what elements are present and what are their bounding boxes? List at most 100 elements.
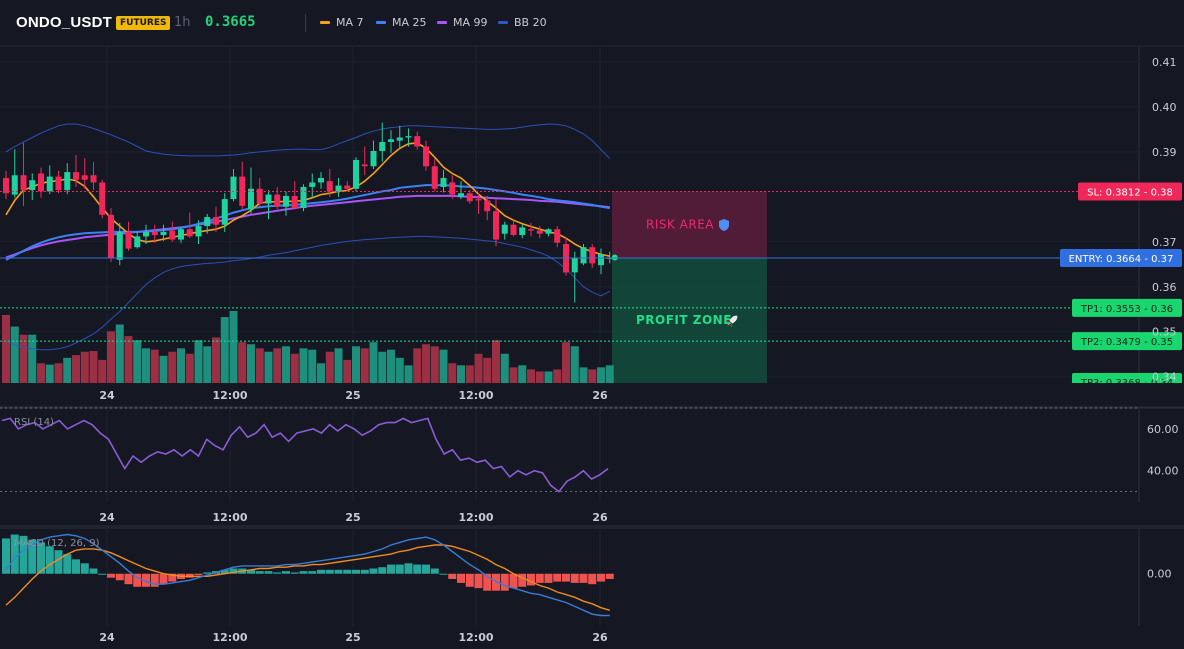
- macd-histogram-bar: [229, 568, 238, 574]
- entry-level-tag: ENTRY: 0.3664 - 0.37: [1060, 248, 1182, 267]
- candle: [116, 231, 123, 260]
- candle: [554, 229, 561, 243]
- macd-histogram-bar: [45, 546, 54, 574]
- legend-ma99[interactable]: MA 99: [437, 16, 488, 29]
- volume-bar: [212, 337, 220, 383]
- macd-histogram-bar: [439, 573, 448, 575]
- volume-bar: [150, 349, 159, 383]
- timeframe-selector[interactable]: 1h: [174, 15, 191, 30]
- rsi-title: RSI (14): [14, 417, 54, 428]
- sl-tag-label: SL: 0.3812 - 0.38: [1087, 187, 1173, 198]
- candle: [510, 224, 517, 236]
- macd-title: MACD (12, 26, 9): [14, 538, 100, 549]
- candle: [20, 175, 27, 191]
- legend-ma99-label: MA 99: [453, 16, 488, 29]
- last-price: 0.3665: [205, 14, 256, 30]
- price-tick-label: 0.39: [1152, 146, 1177, 159]
- candle: [195, 226, 202, 237]
- tp2-level-tag: TP2: 0.3479 - 0.35: [1072, 332, 1182, 351]
- volume-bar: [334, 348, 343, 383]
- macd-histogram-bar: [352, 569, 360, 574]
- macd-histogram-bar: [220, 569, 229, 574]
- volume-bar: [142, 348, 150, 383]
- volume-bar: [299, 348, 308, 383]
- volume-bar: [492, 340, 500, 383]
- volume-bar: [203, 346, 212, 383]
- symbol-title[interactable]: ONDO_USDT: [16, 14, 112, 31]
- macd-histogram-bar: [194, 573, 203, 576]
- price-tick-label: 0.36: [1152, 281, 1177, 294]
- volume-bar: [317, 363, 325, 383]
- volume-bar: [439, 349, 448, 383]
- macd-histogram-bar: [54, 550, 63, 574]
- legend-ma25[interactable]: MA 25: [376, 16, 427, 29]
- candle: [55, 176, 62, 191]
- candle: [265, 194, 272, 204]
- volume-bar: [360, 348, 369, 383]
- profit-zone-label: PROFIT ZONE: [636, 313, 732, 327]
- volume-bar: [352, 346, 360, 383]
- macd-histogram-bar: [255, 571, 264, 574]
- macd-histogram-bar: [387, 564, 395, 574]
- futures-badge: FUTURES: [116, 16, 171, 30]
- candle: [230, 176, 237, 200]
- volume-bar: [457, 365, 465, 383]
- macd-histogram-bar: [80, 563, 89, 574]
- macd-histogram-bar: [588, 573, 597, 585]
- candle: [379, 141, 386, 151]
- macd-histogram-bar: [317, 569, 325, 574]
- time-tick-label: 12:00: [458, 511, 493, 524]
- macd-histogram-bar: [605, 573, 614, 579]
- time-tick-label: 25: [345, 511, 360, 524]
- macd-histogram-bar: [308, 571, 317, 574]
- volume-bar: [290, 353, 299, 383]
- legend-ma7[interactable]: MA 7: [320, 16, 364, 29]
- bollinger-bands: [5, 123, 611, 351]
- volume-bar: [72, 355, 80, 383]
- volume-bar: [45, 364, 54, 383]
- time-tick-label: 26: [592, 511, 608, 524]
- volume-bar: [483, 357, 492, 383]
- candle: [108, 214, 114, 258]
- moving-averages: [5, 142, 610, 261]
- candle: [11, 175, 18, 195]
- tp2-tag-bg: [1072, 332, 1182, 351]
- candle: [213, 217, 219, 225]
- price-tick-label: 0.41: [1152, 56, 1177, 69]
- candle: [344, 185, 351, 189]
- volume-bar: [378, 351, 387, 383]
- volume-bar: [264, 351, 273, 383]
- candle: [580, 247, 587, 264]
- volume-bar: [37, 363, 45, 383]
- candle: [475, 199, 482, 201]
- price-tick-label: 0.34: [1152, 371, 1177, 384]
- volume-bar: [124, 336, 133, 383]
- ma7-line: [5, 142, 610, 257]
- volume-bar: [80, 351, 89, 383]
- candle: [256, 188, 263, 204]
- candle: [484, 200, 491, 212]
- entry-tag-bg: [1060, 248, 1182, 267]
- volume-bar: [273, 348, 282, 383]
- macd-histogram-bar: [142, 573, 150, 587]
- candle: [283, 195, 289, 207]
- candle: [160, 231, 167, 236]
- rocket-fin: [725, 320, 733, 328]
- macd-histogram-bar: [334, 569, 343, 574]
- volume-bar: [177, 348, 185, 383]
- candle: [29, 180, 36, 191]
- volume-bar: [544, 371, 553, 383]
- tp1-tag-bg: [1072, 298, 1182, 317]
- sl-tag-bg: [1078, 182, 1182, 201]
- candle: [309, 182, 316, 187]
- legend-bb20[interactable]: BB 20: [498, 16, 547, 29]
- legend-ma25-label: MA 25: [392, 16, 427, 29]
- candle: [291, 195, 298, 209]
- candle: [274, 194, 281, 207]
- macd-histogram-bar: [553, 573, 562, 582]
- candle: [64, 172, 71, 191]
- candle: [414, 136, 421, 147]
- sl-level-tag: SL: 0.3812 - 0.38: [1078, 182, 1182, 201]
- candle: [318, 177, 324, 183]
